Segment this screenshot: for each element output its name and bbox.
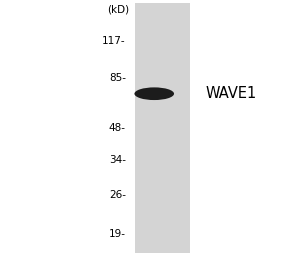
Text: 34-: 34- (109, 155, 126, 165)
Text: 85-: 85- (109, 73, 126, 83)
Text: (kD): (kD) (107, 4, 129, 14)
Text: WAVE1: WAVE1 (205, 86, 256, 101)
Text: 26-: 26- (109, 190, 126, 200)
Bar (135, 3, 190, 253)
Text: 19-: 19- (109, 229, 126, 239)
Text: 48-: 48- (109, 123, 126, 133)
Text: 117-: 117- (102, 36, 126, 46)
Ellipse shape (134, 87, 174, 100)
